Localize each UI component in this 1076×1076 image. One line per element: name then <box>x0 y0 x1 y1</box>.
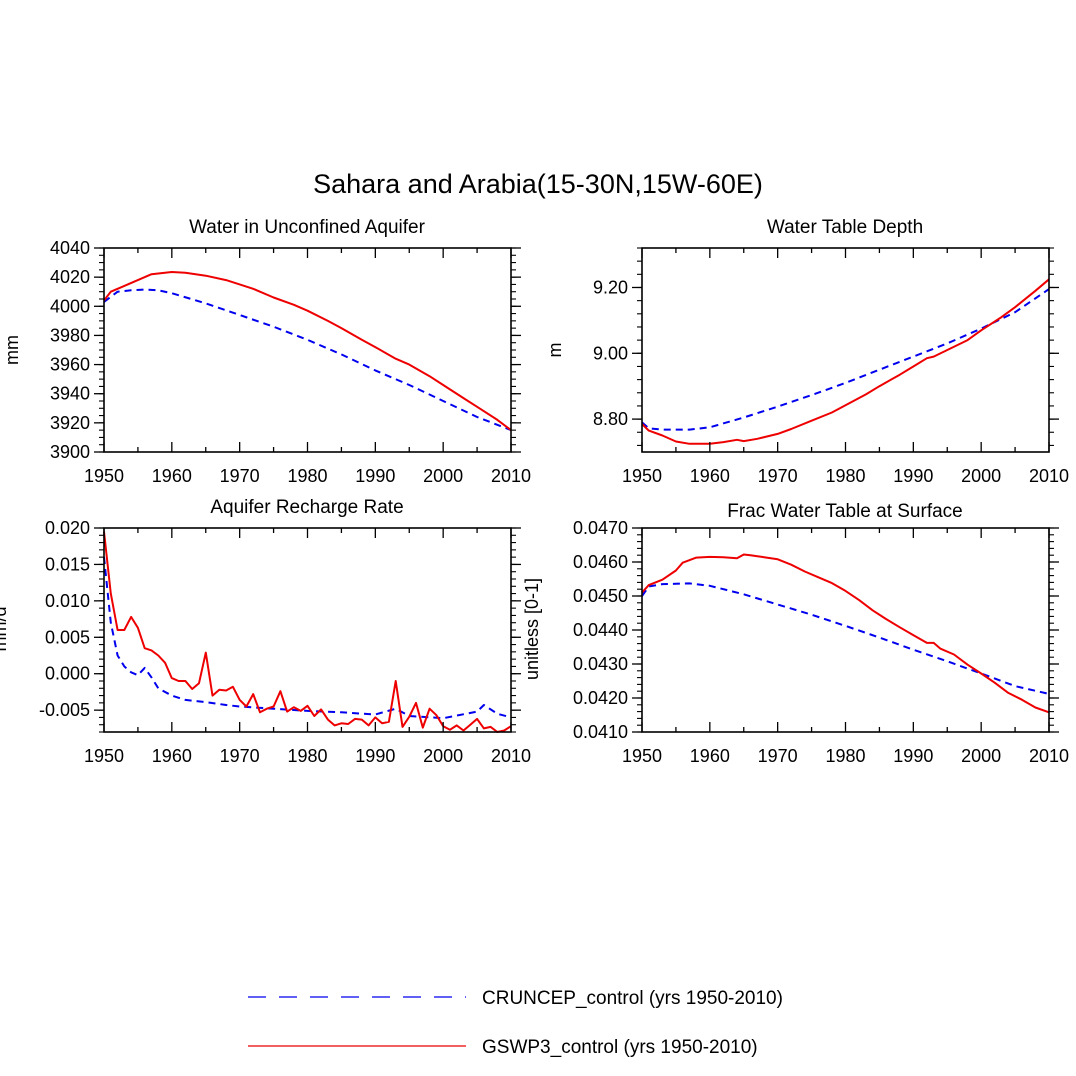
y-tick-label: 0.0410 <box>573 722 628 742</box>
x-tick-label: 1970 <box>220 466 260 486</box>
x-tick-label: 1970 <box>758 466 798 486</box>
x-tick-label: 1950 <box>84 466 124 486</box>
x-tick-label: 1970 <box>758 746 798 766</box>
panel-water-in-unconfined-aquifer: Water in Unconfined Aquifer mm 1950 1960 1… <box>2 217 531 486</box>
series-line-cruncep-control <box>641 288 1050 431</box>
y-tick-label: 0.020 <box>45 518 90 538</box>
series-line-cruncep-control <box>103 556 512 720</box>
x-tick-label: 1970 <box>220 746 260 766</box>
panel-frac-water-table-at-surface: Frac Water Table at Surface unitless [0-… <box>522 501 1069 766</box>
y-tick-label: 0.0470 <box>573 518 628 538</box>
x-tick-label: 1980 <box>825 746 865 766</box>
y-tick-label: 3980 <box>50 325 90 345</box>
y-axis-label: mm <box>2 335 22 365</box>
y-tick-label: 0.010 <box>45 591 90 611</box>
x-tick-label: 2010 <box>1029 466 1069 486</box>
series-line-gswp3-control <box>641 553 1050 714</box>
legend-label-cruncep: CRUNCEP_control (yrs 1950-2010) <box>482 988 783 1009</box>
y-tick-label: 0.0450 <box>573 586 628 606</box>
y-axis-label: unitless [0-1] <box>522 578 542 680</box>
y-tick-label: 3960 <box>50 355 90 375</box>
y-tick-label: 4020 <box>50 267 90 287</box>
main-title: Sahara and Arabia(15-30N,15W-60E) <box>313 169 763 199</box>
series-line-gswp3-control <box>103 531 512 733</box>
y-axis-label: m <box>545 343 565 358</box>
y-tick-label: 4000 <box>50 296 90 316</box>
series-line-cruncep-control <box>641 582 1050 695</box>
plot-area <box>103 271 512 432</box>
plot-area <box>641 278 1050 445</box>
y-tick-label: 3940 <box>50 384 90 404</box>
x-tick-label: 1980 <box>287 746 327 766</box>
x-tick-label: 1950 <box>622 466 662 486</box>
x-tick-label: 1960 <box>152 466 192 486</box>
x-tick-label: 1950 <box>84 746 124 766</box>
x-tick-label: 2010 <box>1029 746 1069 766</box>
y-axis-label: mm/d <box>0 607 10 652</box>
y-tick-label: 0.0430 <box>573 654 628 674</box>
panel-aquifer-recharge-rate: Aquifer Recharge Rate mm/d 1950 1960 1970 1… <box>0 497 531 766</box>
y-tick-label: 9.00 <box>593 343 628 363</box>
x-tick-label: 2000 <box>423 746 463 766</box>
panel-title: Water Table Depth <box>767 217 923 238</box>
x-tick-label: 1980 <box>825 466 865 486</box>
plot-frame <box>103 247 512 453</box>
y-tick-label: 4040 <box>50 238 90 258</box>
x-tick-label: 1960 <box>690 466 730 486</box>
plot-frame <box>641 527 1050 733</box>
x-tick-label: 1960 <box>152 746 192 766</box>
x-tick-label: 1990 <box>355 466 395 486</box>
y-tick-label: 3920 <box>50 413 90 433</box>
x-tick-label: 1960 <box>690 746 730 766</box>
x-tick-label: 2000 <box>423 466 463 486</box>
panel-water-table-depth: Water Table Depth m 1950 1960 1970 1980 1990… <box>545 217 1069 486</box>
x-tick-label: 1950 <box>622 746 662 766</box>
x-tick-label: 2000 <box>961 466 1001 486</box>
legend-label-gswp3: GSWP3_control (yrs 1950-2010) <box>482 1037 758 1058</box>
x-tick-label: 2010 <box>491 746 531 766</box>
series-line-gswp3-control <box>641 278 1050 445</box>
x-tick-label: 1990 <box>355 746 395 766</box>
series-line-cruncep-control <box>103 288 512 432</box>
y-tick-label: -0.005 <box>39 700 90 720</box>
y-tick-label: 8.80 <box>593 409 628 429</box>
legend: CRUNCEP_control (yrs 1950-2010) GSWP3_co… <box>248 988 783 1058</box>
y-tick-label: 0.000 <box>45 664 90 684</box>
x-tick-label: 1980 <box>287 466 327 486</box>
x-tick-label: 1990 <box>893 746 933 766</box>
x-tick-label: 1990 <box>893 466 933 486</box>
y-tick-label: 0.0420 <box>573 688 628 708</box>
panel-title: Aquifer Recharge Rate <box>210 497 403 518</box>
panel-title: Water in Unconfined Aquifer <box>189 217 426 238</box>
plot-frame <box>641 247 1050 453</box>
series-line-gswp3-control <box>103 271 512 431</box>
y-tick-label: 0.0460 <box>573 552 628 572</box>
plot-frame <box>103 527 512 733</box>
y-tick-label: 0.015 <box>45 554 90 574</box>
y-tick-label: 0.005 <box>45 627 90 647</box>
x-tick-label: 2000 <box>961 746 1001 766</box>
y-tick-label: 9.20 <box>593 277 628 297</box>
y-tick-label: 3900 <box>50 442 90 462</box>
plot-area <box>103 531 512 733</box>
y-tick-label: 0.0440 <box>573 620 628 640</box>
plot-area <box>641 553 1050 714</box>
panel-title: Frac Water Table at Surface <box>727 501 963 522</box>
x-tick-label: 2010 <box>491 466 531 486</box>
